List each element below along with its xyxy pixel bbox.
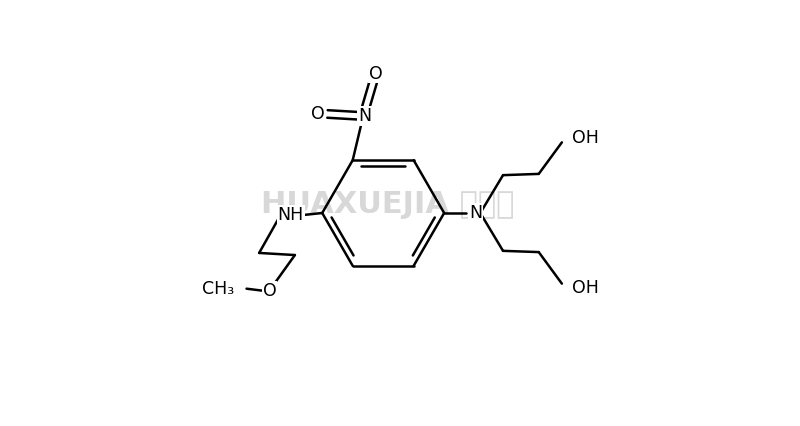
Text: CH₃: CH₃	[202, 280, 234, 298]
Text: N: N	[469, 204, 482, 222]
Text: N: N	[358, 107, 371, 125]
Text: O: O	[311, 105, 325, 123]
Text: HUAXUEJIA 化学加: HUAXUEJIA 化学加	[261, 190, 514, 219]
Text: O: O	[369, 65, 382, 83]
Text: OH: OH	[572, 129, 599, 147]
Text: O: O	[262, 282, 277, 300]
Text: NH: NH	[278, 206, 304, 224]
Text: OH: OH	[572, 279, 599, 297]
